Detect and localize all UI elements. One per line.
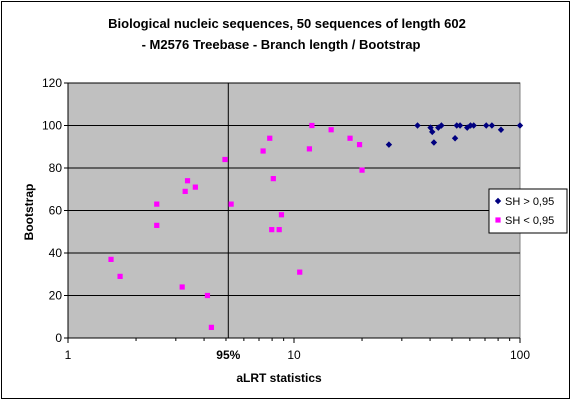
data-point (359, 167, 365, 173)
data-point (154, 201, 160, 207)
data-point (429, 128, 436, 136)
data-point (270, 176, 276, 182)
legend-marker (494, 197, 502, 205)
data-point (184, 178, 191, 184)
data-point (204, 292, 211, 299)
x-axis-ticks: 1 10 100 (65, 338, 530, 362)
data-point (179, 284, 185, 290)
x-tick-label: 100 (510, 348, 530, 362)
data-point (430, 139, 438, 146)
legend-marker (495, 217, 501, 223)
data-point (269, 227, 275, 233)
y-tick-label: 120 (42, 76, 62, 90)
data-point (306, 146, 313, 152)
data-point (347, 135, 353, 141)
chart-title-line1: Biological nucleic sequences, 50 sequenc… (108, 16, 466, 31)
legend: SH > 0,95 SH < 0,95 (488, 188, 568, 234)
data-point (483, 122, 490, 129)
x-tick-label: 10 (287, 348, 301, 362)
data-point (385, 141, 393, 148)
gridlines (68, 82, 520, 296)
data-point (267, 135, 273, 141)
data-point (222, 156, 228, 163)
y-tick-label: 40 (49, 246, 63, 260)
data-point (456, 122, 464, 129)
legend-label: SH < 0,95 (505, 215, 554, 227)
y-tick-label: 80 (49, 161, 63, 175)
data-point (516, 122, 524, 129)
data-point (470, 122, 477, 129)
data-point (182, 188, 188, 194)
y-axis-label: Bootstrap (22, 184, 36, 241)
data-point (192, 184, 198, 190)
data-point (154, 222, 160, 228)
x-axis-label: aLRT statistics (236, 371, 322, 385)
data-point (497, 126, 505, 133)
data-point (309, 122, 315, 129)
threshold-label: 95% (216, 348, 240, 362)
data-point (328, 127, 334, 133)
data-point (427, 124, 434, 131)
data-point (488, 122, 496, 129)
legend-box (488, 188, 568, 234)
y-tick-label: 20 (49, 289, 63, 303)
y-tick-label: 60 (49, 204, 63, 218)
y-axis-ticks: 0 20 40 60 80 100 120 (42, 76, 68, 345)
data-point (278, 212, 285, 218)
legend-label: SH > 0,95 (505, 196, 554, 208)
data-points (108, 122, 524, 330)
data-point (228, 201, 234, 207)
data-point (453, 122, 460, 129)
y-tick-label: 0 (55, 331, 62, 345)
data-point (438, 122, 445, 129)
data-point (208, 324, 214, 330)
reference-line: 95% (216, 83, 241, 362)
data-point (414, 122, 421, 129)
chart-title-line2: - M2576 Treebase - Branch length / Boots… (142, 37, 421, 52)
data-point (451, 135, 459, 142)
y-tick-label: 100 (42, 119, 62, 133)
data-point (356, 142, 363, 148)
data-point (260, 148, 266, 154)
data-point (297, 269, 303, 275)
data-point (276, 227, 282, 233)
x-tick-label: 1 (65, 348, 72, 362)
data-point (117, 273, 123, 279)
data-point (108, 256, 114, 262)
